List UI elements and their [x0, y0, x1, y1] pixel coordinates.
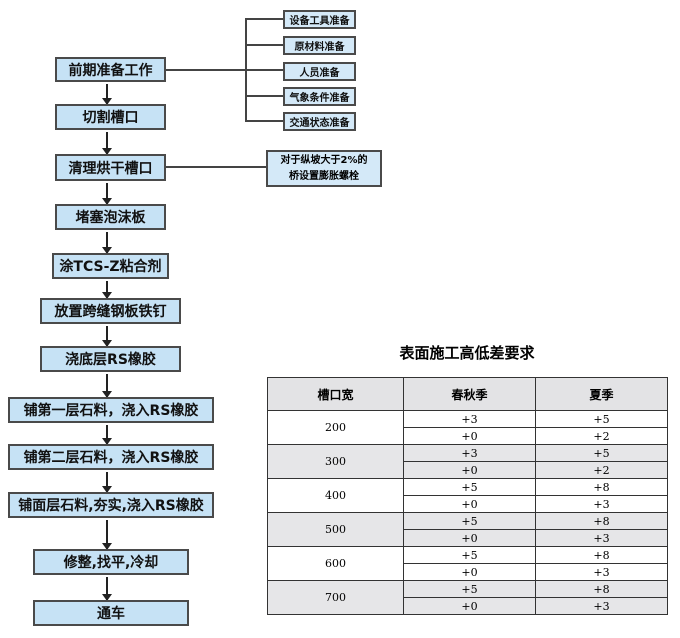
step-12: 通车	[33, 600, 189, 626]
bracket-h5	[245, 120, 283, 122]
cell-spring: +0	[403, 563, 536, 581]
note-line-1: 对于纵坡大于2%的	[280, 155, 368, 166]
cell-spring: +5	[403, 580, 536, 598]
cell-summer: +8	[535, 580, 668, 598]
cell-width: 300	[267, 444, 404, 479]
cell-summer: +5	[535, 444, 668, 462]
step-4: 堵塞泡沫板	[55, 204, 166, 230]
arrow-8	[102, 425, 112, 445]
step-9: 铺第二层石料，浇入RS橡胶	[8, 444, 214, 470]
cell-summer: +3	[535, 563, 668, 581]
table-row: 200 +3 +5	[267, 410, 668, 445]
prep-item-materials: 原材料准备	[283, 36, 356, 55]
table-row: 600 +5 +8	[267, 546, 668, 581]
header-width: 槽口宽	[267, 377, 404, 411]
cell-summer: +5	[535, 410, 668, 428]
step-6: 放置跨缝钢板铁钉	[40, 298, 181, 324]
table-title: 表面施工高低差要求	[399, 344, 535, 362]
table-row: +0 +3	[268, 529, 668, 547]
arrow-10	[102, 520, 112, 550]
step-3: 清理烘干槽口	[55, 154, 166, 181]
table-row: +0 +3	[268, 597, 668, 615]
prep-item-traffic: 交通状态准备	[283, 112, 356, 131]
cell-summer: +8	[535, 478, 668, 496]
arrow-4	[102, 232, 112, 254]
note-line-2: 桥设置膨胀螺栓	[289, 171, 359, 182]
header-summer: 夏季	[535, 377, 668, 411]
step-7: 浇底层RS橡胶	[40, 346, 181, 372]
bracket-h1	[245, 18, 283, 20]
arrow-7	[102, 374, 112, 398]
bracket-h4	[245, 95, 283, 97]
step-10: 铺面层石料,夯实,浇入RS橡胶	[8, 492, 214, 518]
table-row: +0 +2	[268, 461, 668, 479]
cell-summer: +3	[535, 495, 668, 513]
header-spring-autumn: 春秋季	[403, 377, 536, 411]
cell-spring: +3	[403, 444, 536, 462]
arrow-5	[102, 281, 112, 299]
bracket-h2	[245, 44, 283, 46]
arrow-1	[102, 84, 112, 105]
cell-summer: +2	[535, 427, 668, 445]
cell-spring: +5	[403, 546, 536, 564]
cell-width: 400	[267, 478, 404, 513]
cell-width: 700	[267, 580, 404, 615]
table-row: 700 +5 +8	[267, 580, 668, 615]
cell-summer: +8	[535, 512, 668, 530]
table-row: 300 +3 +5	[267, 444, 668, 479]
cell-spring: +0	[403, 427, 536, 445]
step-2: 切割槽口	[55, 104, 166, 130]
cell-width: 200	[267, 410, 404, 445]
cell-spring: +5	[403, 512, 536, 530]
connector-note	[165, 166, 266, 168]
step-1: 前期准备工作	[55, 57, 166, 82]
tolerance-table: 槽口宽 春秋季 夏季 200 +3 +5 +0 +2 300 +3 +5 +0 +2 400 +5 +8…	[267, 377, 668, 615]
cell-summer: +3	[535, 597, 668, 615]
bracket-vertical	[245, 18, 247, 122]
step-11: 修整,找平,冷却	[33, 549, 189, 575]
cell-spring: +0	[403, 529, 536, 547]
step-8: 铺第一层石料，浇入RS橡胶	[8, 397, 214, 423]
arrow-6	[102, 326, 112, 347]
table-row: 500 +5 +8	[267, 512, 668, 547]
cell-spring: +3	[403, 410, 536, 428]
cell-summer: +2	[535, 461, 668, 479]
step-5: 涂TCS-Z粘合剂	[52, 253, 169, 279]
arrow-2	[102, 132, 112, 155]
cell-width: 500	[267, 512, 404, 547]
connector-prep	[165, 69, 283, 71]
arrow-9	[102, 472, 112, 493]
prep-item-equipment: 设备工具准备	[283, 10, 356, 29]
arrow-3	[102, 183, 112, 205]
cell-spring: +0	[403, 597, 536, 615]
cell-width: 600	[267, 546, 404, 581]
arrow-11	[102, 577, 112, 601]
note-box: 对于纵坡大于2%的 桥设置膨胀螺栓	[266, 150, 382, 187]
table-row: 400 +5 +8	[267, 478, 668, 513]
cell-spring: +0	[403, 495, 536, 513]
cell-spring: +5	[403, 478, 536, 496]
cell-summer: +3	[535, 529, 668, 547]
cell-summer: +8	[535, 546, 668, 564]
cell-spring: +0	[403, 461, 536, 479]
prep-item-personnel: 人员准备	[283, 62, 356, 81]
prep-item-weather: 气象条件准备	[283, 87, 356, 106]
